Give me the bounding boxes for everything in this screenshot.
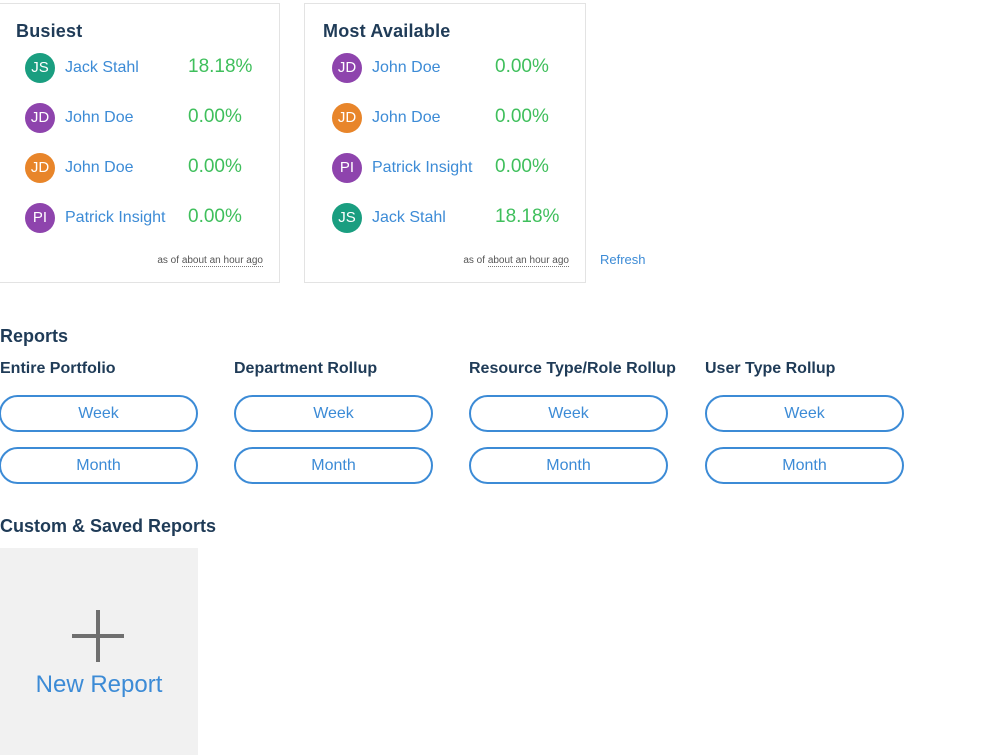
avatar: JD [25,153,55,183]
utilization-percent: 0.00% [495,106,549,127]
avatar: JS [25,53,55,83]
as-of-prefix: as of [157,255,180,266]
avatar: PI [332,153,362,183]
available-row: JD John Doe 0.00% [332,53,577,85]
as-of-time: about an hour ago [181,255,263,267]
avatar: JD [332,53,362,83]
user-type-rollup-week-button[interactable]: Week [705,395,904,432]
person-name-link[interactable]: Jack Stahl [372,209,446,226]
entire-portfolio-week-button[interactable]: Week [0,395,198,432]
utilization-percent: 0.00% [495,156,549,177]
busiest-row: JD John Doe 0.00% [25,103,270,135]
utilization-percent: 18.18% [188,56,253,77]
refresh-link[interactable]: Refresh [600,252,646,267]
busiest-title: Busiest [16,21,83,41]
utilization-percent: 0.00% [188,106,242,127]
available-row: PI Patrick Insight 0.00% [332,153,577,185]
available-row: JD John Doe 0.00% [332,103,577,135]
as-of-prefix: as of [463,255,486,266]
report-column-heading: Department Rollup [234,360,378,377]
as-of-time: about an hour ago [487,255,569,267]
person-name-link[interactable]: Jack Stahl [65,59,139,76]
user-type-rollup-month-button[interactable]: Month [705,447,904,484]
busiest-row: JD John Doe 0.00% [25,153,270,185]
busiest-card: Busiest JS Jack Stahl 18.18% JD John Doe… [0,3,280,283]
utilization-percent: 0.00% [495,56,549,77]
reports-title: Reports [0,326,69,346]
custom-reports-title: Custom & Saved Reports [0,516,217,536]
busiest-row: JS Jack Stahl 18.18% [25,53,270,85]
person-name-link[interactable]: John Doe [65,159,134,176]
entire-portfolio-month-button[interactable]: Month [0,447,198,484]
avatar: JD [332,103,362,133]
most-available-title: Most Available [323,21,451,41]
plus-icon [72,610,124,662]
department-rollup-month-button[interactable]: Month [234,447,433,484]
avatar: PI [25,203,55,233]
person-name-link[interactable]: Patrick Insight [372,159,473,176]
utilization-percent: 18.18% [495,206,560,227]
utilization-percent: 0.00% [188,156,242,177]
person-name-link[interactable]: Patrick Insight [65,209,166,226]
report-column-heading: User Type Rollup [705,360,836,377]
avatar: JD [25,103,55,133]
available-row: JS Jack Stahl 18.18% [332,203,577,235]
utilization-percent: 0.00% [188,206,242,227]
report-column-heading: Resource Type/Role Rollup [469,360,676,377]
most-available-card: Most Available JD John Doe 0.00% JD John… [304,3,586,283]
resource-type-role-rollup-week-button[interactable]: Week [469,395,668,432]
as-of-timestamp: as of about an hour ago [157,255,263,267]
department-rollup-week-button[interactable]: Week [234,395,433,432]
person-name-link[interactable]: John Doe [372,59,441,76]
person-name-link[interactable]: John Doe [65,109,134,126]
resource-type-role-rollup-month-button[interactable]: Month [469,447,668,484]
person-name-link[interactable]: John Doe [372,109,441,126]
as-of-timestamp: as of about an hour ago [463,255,569,267]
new-report-label[interactable]: New Report [35,671,163,698]
report-column-heading: Entire Portfolio [0,360,116,377]
busiest-row: PI Patrick Insight 0.00% [25,203,270,235]
avatar: JS [332,203,362,233]
